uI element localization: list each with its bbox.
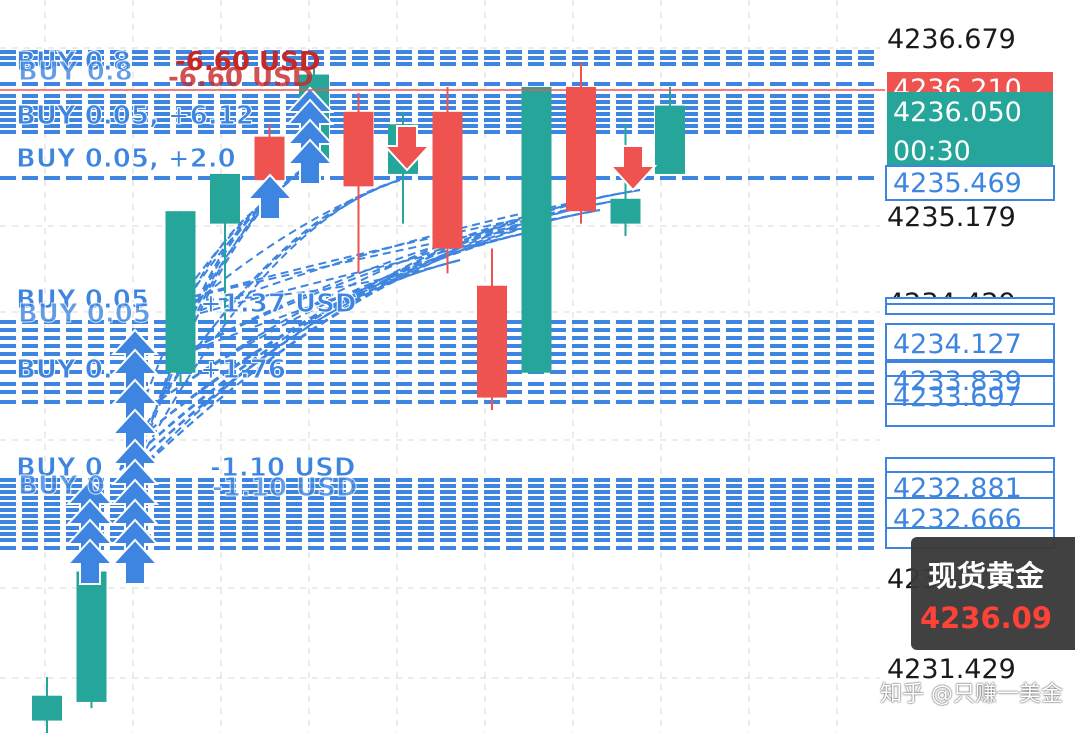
order-level-price: 4233.697 [893, 382, 1022, 413]
order-level-tag-texts: 4235.469 4234.127 4233.839 4233.697 4232… [893, 168, 1022, 535]
candle [566, 62, 596, 224]
order-level-price: 4234.127 [893, 329, 1022, 360]
candle [655, 86, 685, 174]
order-label: BUY 0.05, +2.0 [16, 144, 236, 174]
order-label: +1.76 [200, 355, 286, 385]
order-label: BUY 0.8 [16, 47, 131, 77]
order-label: +1.37 USD [200, 289, 356, 319]
quote-widget[interactable]: 现货黄金 4236.09 [911, 537, 1075, 650]
order-curve [159, 229, 541, 401]
order-level-price: 4232.666 [893, 504, 1022, 535]
candle-body [432, 111, 463, 249]
candle [32, 677, 62, 733]
instrument-name: 现货黄金 [927, 559, 1044, 593]
order-curve [149, 159, 321, 431]
order-curve [179, 199, 621, 301]
order-level-price: 4232.881 [893, 473, 1022, 504]
candle [477, 248, 507, 410]
order-label: BUY 0.05 [16, 285, 149, 315]
instrument-price: 4236.09 [919, 601, 1053, 635]
candle-body [165, 211, 196, 373]
buy-arrow-icon [110, 538, 160, 585]
bid-price: 4236.050 [893, 97, 1022, 128]
buy-arrow-icon [245, 173, 295, 220]
trade-arrows [65, 86, 658, 585]
candle-body [610, 198, 641, 224]
candle-body [477, 285, 507, 398]
order-curve [139, 199, 271, 461]
order-label: BUY 0.05, +6.12 [16, 101, 254, 131]
price-tick: 4231.429 [887, 654, 1016, 685]
order-label: BUY 0.8 [18, 57, 133, 87]
loss-labels: -6.60 USD -6.60 USD [168, 47, 320, 93]
candle [432, 86, 463, 274]
order-curve [174, 179, 401, 321]
sell-arrow-icon [608, 145, 658, 192]
candle-body [566, 86, 596, 212]
candle-body [210, 173, 240, 224]
order-curve [139, 189, 641, 461]
order-label: -1.10 USD [212, 473, 357, 503]
candle-body [32, 695, 62, 721]
loss-label: -6.60 USD [175, 47, 320, 77]
price-tick: 4236.679 [887, 24, 1016, 55]
loss-label: -6.60 USD [168, 63, 313, 93]
sell-arrow-icon [382, 125, 432, 172]
bid-price-tag: 4236.050 00:30 [887, 92, 1053, 170]
candle [343, 93, 374, 274]
candle-body [655, 105, 685, 174]
order-curve [169, 259, 461, 361]
bar-timer: 00:30 [893, 136, 971, 167]
order-curve [179, 159, 321, 301]
price-tick: 4235.179 [887, 202, 1016, 233]
order-labels: BUY 0.8 BUY 0.8 BUY 0.05, +6.12 BUY 0.05… [16, 47, 358, 504]
order-label: BUY 0. [16, 355, 113, 385]
candle [165, 211, 196, 386]
order-curve [169, 199, 621, 361]
candle [521, 86, 552, 373]
order-label: BUY 0 [16, 453, 103, 483]
buy-arrow-icon [285, 138, 335, 185]
watermark: 知乎 @只赚一美金 [880, 682, 1063, 707]
order-level-price: 4235.469 [893, 168, 1022, 199]
candle [76, 571, 107, 709]
candle [210, 173, 240, 324]
buy-arrow-icon [65, 538, 115, 585]
candle-body [521, 86, 552, 373]
candle-body [343, 111, 374, 187]
order-label: BUY 0 [18, 471, 105, 501]
order-label: BUY 0.05 [18, 299, 151, 329]
order-level-price: 4233.839 [893, 366, 1022, 397]
candle-body [254, 136, 285, 181]
candle [254, 124, 285, 212]
order-label: -1.10 USD [210, 453, 355, 483]
candle-body [76, 571, 107, 702]
